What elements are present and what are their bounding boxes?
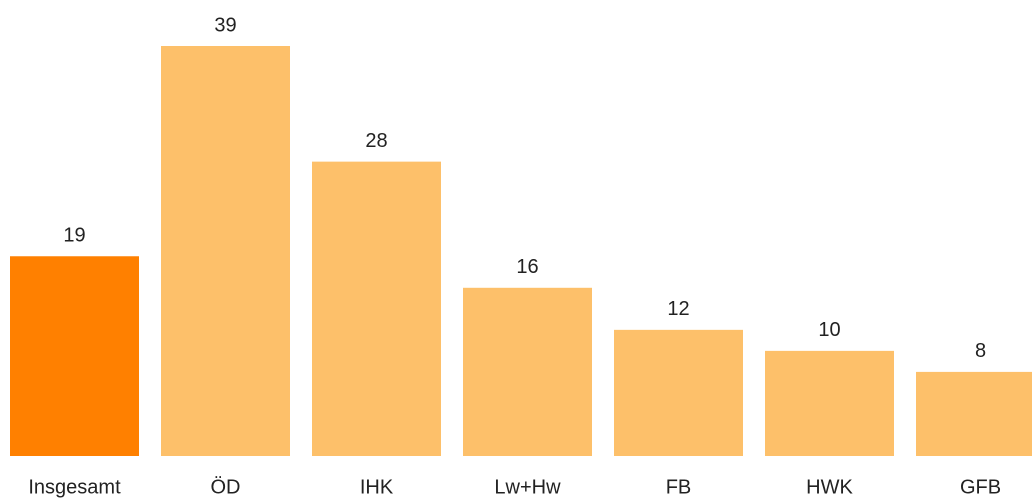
bar <box>916 371 1032 456</box>
x-tick-label: IHK <box>360 476 394 498</box>
value-label: 39 <box>214 14 236 36</box>
x-tick-label: FB <box>666 476 692 498</box>
value-label: 28 <box>365 130 387 152</box>
value-label: 19 <box>63 225 85 247</box>
value-label: 8 <box>975 340 986 362</box>
bar <box>614 329 743 456</box>
x-tick-label: Lw+Hw <box>494 476 561 498</box>
bar <box>312 161 441 456</box>
value-label: 12 <box>667 298 689 320</box>
bar <box>463 287 592 456</box>
bar <box>161 46 290 456</box>
bar <box>10 256 139 456</box>
x-tick-label: ÖD <box>211 476 241 498</box>
bar <box>765 350 894 456</box>
x-tick-label: GFB <box>960 476 1001 498</box>
x-tick-label: HWK <box>806 476 853 498</box>
value-label: 16 <box>516 256 538 278</box>
x-tick-label: Insgesamt <box>28 476 121 498</box>
value-label: 10 <box>818 319 840 341</box>
